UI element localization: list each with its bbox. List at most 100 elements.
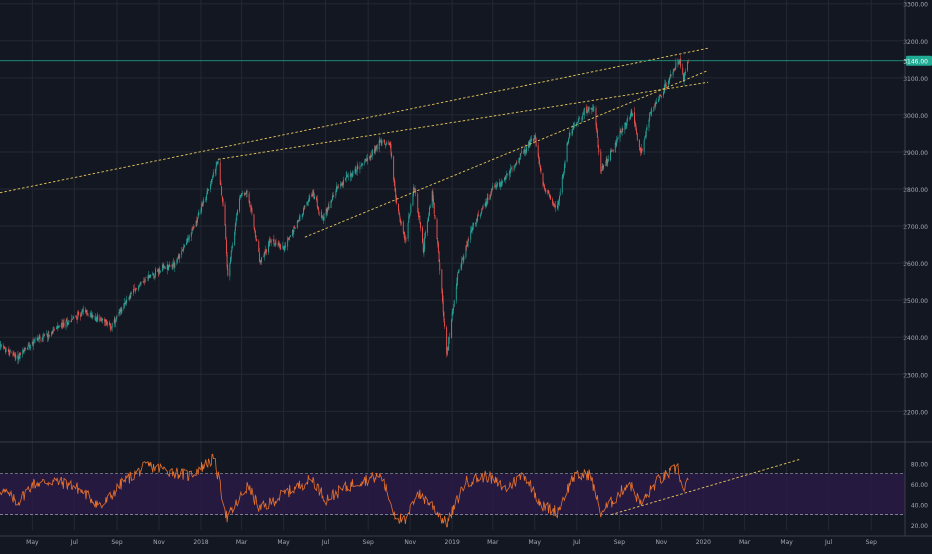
- candle-body: [481, 209, 482, 213]
- candle-body: [355, 169, 356, 170]
- candle-body: [625, 123, 626, 125]
- candle-body: [317, 199, 318, 207]
- candle-body: [384, 142, 385, 145]
- candle-body: [384, 140, 385, 141]
- candle-body: [481, 213, 482, 215]
- candle-body: [409, 215, 410, 217]
- candle-body: [287, 238, 288, 246]
- candle-body: [465, 246, 466, 257]
- candle-body: [584, 108, 585, 115]
- x-tick-label: May: [277, 539, 290, 546]
- candle-body: [343, 180, 344, 185]
- candle-body: [567, 143, 568, 161]
- candle-body: [280, 248, 281, 249]
- x-tick-label: May: [529, 539, 542, 546]
- candle-body: [620, 131, 621, 137]
- candle-body: [511, 168, 512, 169]
- candle-body: [586, 107, 587, 113]
- candle-body: [210, 184, 211, 189]
- candle-body: [27, 348, 28, 350]
- candle-body: [256, 235, 257, 239]
- x-tick-label: Jul: [824, 539, 833, 546]
- candle-body: [410, 213, 411, 215]
- candle-body: [319, 212, 320, 213]
- candle-body: [418, 212, 419, 217]
- candle-body: [607, 160, 608, 163]
- candle-body: [391, 153, 392, 158]
- candle-body: [59, 326, 60, 327]
- candle-body: [419, 216, 420, 222]
- candle-body: [145, 277, 146, 278]
- candle-body: [174, 263, 175, 268]
- candle-body: [176, 260, 177, 263]
- x-tick-label: May: [26, 539, 39, 546]
- candle-body: [97, 315, 98, 320]
- candle-body: [558, 200, 559, 204]
- candle-body: [659, 97, 660, 100]
- candle-body: [9, 351, 10, 355]
- candle-body: [457, 274, 458, 280]
- candle-body: [559, 196, 560, 201]
- candle-body: [183, 247, 184, 249]
- candle-body: [117, 316, 118, 317]
- candle-body: [660, 95, 661, 96]
- candle-body: [359, 167, 360, 170]
- x-tick-label: Mar: [236, 539, 248, 546]
- x-tick-label: May: [780, 539, 793, 546]
- candle-body: [160, 271, 161, 272]
- candle-body: [43, 336, 44, 337]
- candle-body: [259, 253, 260, 262]
- candle-body: [646, 131, 647, 137]
- candle-body: [289, 237, 290, 238]
- candle-body: [680, 59, 681, 67]
- candle-body: [15, 355, 16, 358]
- candle-body: [656, 102, 657, 103]
- candle-body: [435, 215, 436, 219]
- candle-body: [208, 190, 209, 191]
- candle-body: [227, 268, 228, 275]
- candle-body: [598, 148, 599, 152]
- candle-body: [507, 173, 508, 174]
- rsi-y-tick-label: 20.00: [911, 523, 928, 530]
- candle-body: [225, 226, 226, 239]
- candle-body: [30, 345, 31, 349]
- candle-body: [218, 162, 219, 163]
- candle-body: [271, 239, 272, 242]
- candle-body: [345, 178, 346, 180]
- rsi-y-tick-label: 60.00: [911, 482, 928, 489]
- candle-body: [632, 113, 633, 115]
- candle-body: [212, 176, 213, 178]
- candle-body: [390, 144, 391, 152]
- candle-body: [188, 239, 189, 240]
- candle-body: [430, 205, 431, 208]
- candle-body: [463, 256, 464, 259]
- y-tick-label: 2500.00: [903, 298, 928, 305]
- candle-body: [640, 148, 641, 150]
- candle-body: [357, 166, 358, 169]
- candle-body: [620, 130, 621, 131]
- candle-body: [429, 208, 430, 216]
- candle-body: [412, 194, 413, 205]
- candle-body: [406, 238, 407, 239]
- candle-body: [531, 138, 532, 141]
- candle-body: [254, 214, 255, 226]
- candle-body: [663, 92, 664, 95]
- candle-body: [254, 227, 255, 230]
- candle-body: [666, 85, 667, 87]
- candle-body: [386, 142, 387, 144]
- candle-body: [470, 231, 471, 240]
- candle-body: [66, 320, 67, 321]
- candle-body: [459, 269, 460, 271]
- candle-body: [569, 137, 570, 139]
- candle-body: [348, 177, 349, 178]
- candle-body: [396, 197, 397, 203]
- candle-body: [587, 112, 588, 113]
- candle-body: [212, 179, 213, 181]
- candle-body: [543, 173, 544, 185]
- candle-body: [72, 319, 73, 320]
- candle-body: [329, 207, 330, 209]
- candle-body: [569, 132, 570, 136]
- candle-body: [574, 127, 575, 128]
